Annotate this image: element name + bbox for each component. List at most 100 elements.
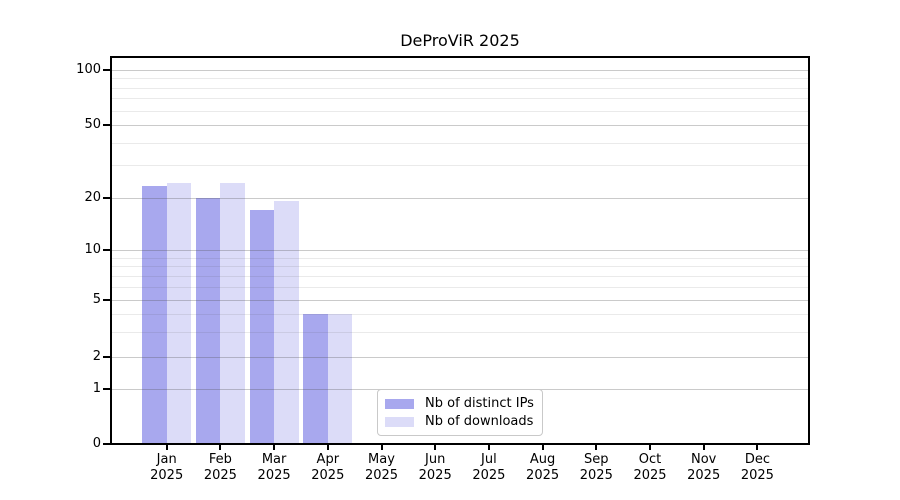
x-axis-label-apr: Apr 2025 — [300, 452, 356, 484]
gridline-minor-3 — [112, 332, 808, 333]
x-label-month: Mar — [261, 452, 287, 467]
x-axis-tick-oct — [649, 445, 651, 450]
gridline-major-2 — [112, 357, 808, 358]
x-axis-tick-apr — [326, 445, 329, 450]
x-axis-label-feb: Feb 2025 — [192, 452, 248, 484]
x-label-year: 2025 — [150, 468, 184, 483]
bar-jan-downloads — [166, 183, 192, 443]
x-label-month: Feb — [208, 452, 232, 467]
bar-mar-distinct-ips — [249, 209, 275, 443]
gridline-major-20 — [112, 198, 808, 199]
x-axis-tick-jun — [434, 445, 437, 450]
gridline-major-100 — [112, 70, 808, 71]
bar-apr-distinct-ips — [303, 313, 328, 443]
y-axis-tick-0 — [103, 442, 111, 445]
gridline-minor-80 — [112, 88, 808, 89]
bar-feb-downloads — [220, 183, 245, 443]
x-axis-tick-sep — [595, 445, 598, 450]
gridline-minor-30 — [112, 165, 808, 166]
y-axis-tick-label-10: 10 — [84, 242, 101, 257]
x-label-month: Jan — [156, 452, 177, 467]
x-label-year: 2025 — [579, 468, 613, 483]
x-label-year: 2025 — [472, 468, 506, 483]
gridline-minor-40 — [112, 143, 808, 144]
y-axis-tick-5 — [103, 299, 111, 301]
bar-feb-distinct-ips — [195, 197, 221, 443]
x-label-year: 2025 — [633, 468, 667, 483]
x-label-month: Nov — [691, 452, 717, 467]
x-label-year: 2025 — [740, 468, 774, 483]
x-label-year: 2025 — [203, 468, 237, 483]
bar-mar-downloads — [274, 201, 299, 443]
x-label-month: Apr — [316, 452, 340, 467]
y-axis-tick-label-100: 100 — [76, 62, 101, 77]
x-label-month: Jul — [481, 452, 497, 467]
x-axis-label-nov: Nov 2025 — [676, 452, 732, 484]
chart-title: DeProViR 2025 — [400, 31, 520, 50]
x-axis-label-jun: Jun 2025 — [407, 452, 463, 484]
x-label-year: 2025 — [257, 468, 291, 483]
legend-label: Nb of downloads — [425, 413, 534, 429]
gridline-minor-8 — [112, 266, 808, 267]
x-label-year: 2025 — [418, 468, 452, 483]
bar-jan-distinct-ips — [142, 186, 167, 443]
gridline-minor-60 — [112, 111, 808, 112]
x-label-year: 2025 — [311, 468, 345, 483]
y-axis-tick-label-2: 2 — [92, 349, 101, 364]
legend-swatch-distinct-ips — [385, 398, 414, 409]
x-axis-label-jul: Jul 2025 — [461, 452, 517, 484]
y-axis-tick-100 — [103, 69, 111, 71]
x-label-month: Jun — [425, 452, 446, 467]
x-axis-tick-feb — [219, 445, 222, 450]
y-axis-tick-label-1: 1 — [92, 381, 101, 396]
gridline-minor-7 — [112, 276, 808, 277]
plot-spine-top — [110, 56, 810, 58]
legend-row-downloads: Nb of downloads — [385, 413, 542, 429]
plot-spine-bottom — [110, 443, 810, 445]
x-label-year: 2025 — [687, 468, 721, 483]
y-axis-tick-label-0: 0 — [92, 435, 101, 451]
x-axis-tick-may — [380, 445, 383, 450]
gridline-minor-4 — [112, 314, 808, 315]
gridline-major-5 — [112, 300, 808, 301]
gridline-major-10 — [112, 250, 808, 251]
legend-box: Nb of distinct IPs Nb of downloads — [377, 389, 543, 436]
plot-spine-right — [808, 56, 810, 445]
x-axis-label-aug: Aug 2025 — [515, 452, 571, 484]
x-axis-label-mar: Mar 2025 — [246, 452, 302, 484]
x-axis-label-jan: Jan 2025 — [139, 452, 195, 484]
plot-spine-left — [110, 56, 112, 445]
gridline-major-50 — [112, 125, 808, 126]
x-axis-label-oct: Oct 2025 — [622, 452, 678, 484]
legend-swatch-downloads — [385, 416, 414, 427]
y-axis-tick-label-5: 5 — [92, 292, 101, 307]
bar-apr-downloads — [327, 313, 353, 443]
x-axis-tick-nov — [702, 445, 705, 450]
x-axis-label-dec: Dec 2025 — [729, 452, 785, 484]
x-axis-tick-aug — [541, 445, 544, 450]
gridline-minor-70 — [112, 98, 808, 99]
x-label-year: 2025 — [526, 468, 560, 483]
x-axis-tick-dec — [756, 445, 759, 450]
y-axis-tick-2 — [103, 356, 111, 358]
x-label-year: 2025 — [364, 468, 399, 483]
y-axis-tick-20 — [103, 196, 111, 199]
y-axis-tick-label-50: 50 — [84, 117, 101, 132]
legend-row-distinct-ips: Nb of distinct IPs — [385, 395, 542, 411]
gridline-minor-9 — [112, 258, 808, 259]
x-axis-label-may: May 2025 — [354, 452, 410, 484]
gridline-minor-90 — [112, 78, 808, 79]
legend-label: Nb of distinct IPs — [425, 395, 534, 411]
x-axis-tick-jul — [487, 445, 490, 450]
gridline-minor-6 — [112, 287, 808, 288]
y-axis-tick-10 — [103, 249, 111, 251]
x-axis-tick-jan — [165, 445, 168, 450]
x-label-month: Sep — [584, 452, 609, 467]
y-axis-tick-50 — [103, 124, 111, 126]
x-axis-label-sep: Sep 2025 — [568, 452, 624, 484]
y-axis-tick-1 — [103, 388, 111, 390]
y-axis-tick-label-20: 20 — [84, 189, 101, 205]
x-label-month: Aug — [529, 452, 556, 467]
x-label-month: Oct — [638, 452, 662, 467]
